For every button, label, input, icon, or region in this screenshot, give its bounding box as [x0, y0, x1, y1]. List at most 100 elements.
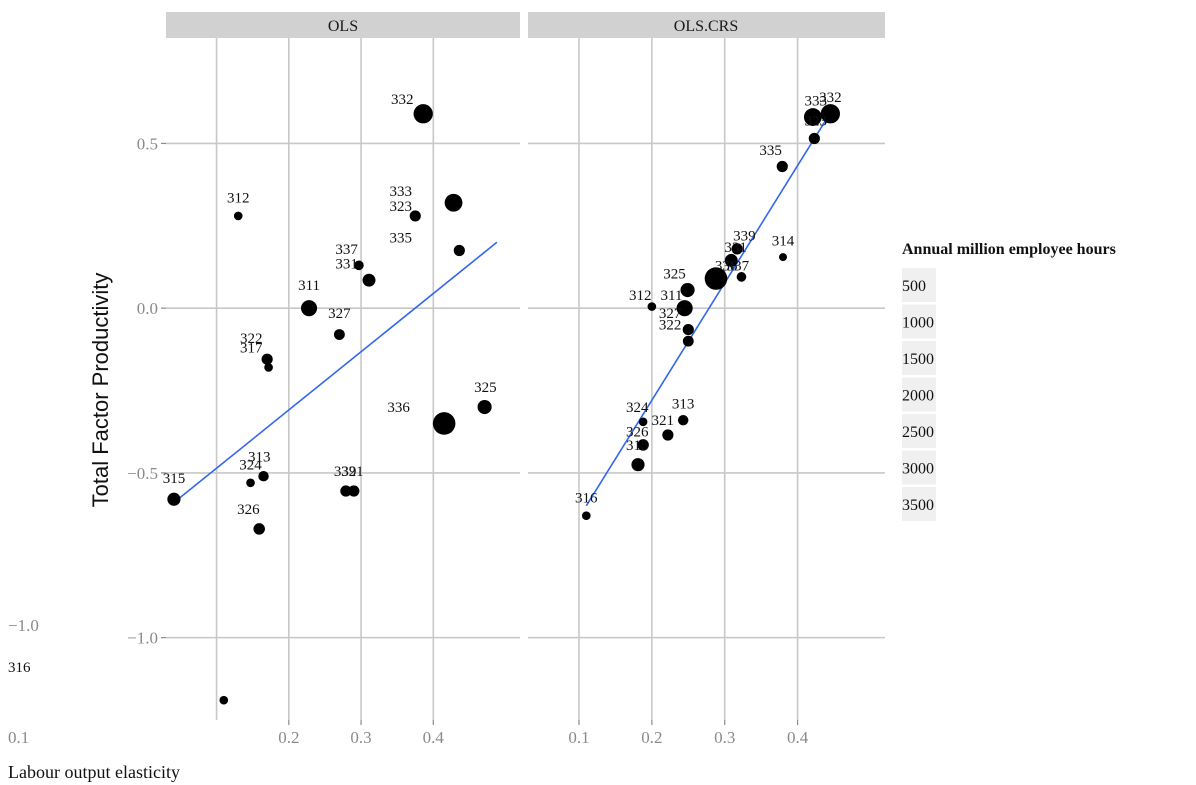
strip-ols-label: OLS [328, 18, 358, 35]
point-label: 322 [240, 331, 263, 347]
data-point-326 [637, 439, 649, 451]
data-point-331 [362, 273, 376, 287]
y-tick-label: 0.0 [137, 299, 158, 318]
trend-line [585, 110, 833, 507]
data-point-336 [704, 267, 728, 290]
point-label: 313 [672, 397, 695, 413]
legend-label: 1000 [902, 315, 934, 332]
y-tick-label: 0.5 [137, 134, 158, 153]
data-point-335 [453, 244, 465, 257]
data-point-312 [647, 302, 657, 311]
data-point-339 [340, 485, 352, 497]
x-axis-title: Labour output elasticity [8, 762, 180, 782]
point-label: 336 [715, 258, 738, 274]
legend-title: Annual million employee hours [902, 241, 1116, 258]
data-point-325 [477, 399, 492, 415]
point-label: 315 [626, 438, 649, 454]
data-point-315 [631, 458, 645, 472]
data-point-313 [258, 470, 269, 482]
point-label: 339 [733, 229, 756, 245]
grid-ols [166, 38, 520, 720]
panel-background [166, 38, 520, 720]
data-point-331 [724, 253, 738, 267]
size-legend: Annual million employee hours 500 1000 150… [902, 241, 1116, 521]
data-point-316 [219, 695, 229, 705]
x-tick-label: 0.2 [641, 728, 662, 747]
x-ticks-ols: 0.2 0.3 0.4 [278, 720, 444, 747]
point-label: 312 [629, 288, 652, 304]
point-label: 326 [237, 502, 260, 518]
data-point-339 [731, 243, 743, 255]
data-point-322 [682, 323, 694, 336]
legend-key [902, 377, 936, 412]
trend-line-ols-crs [585, 110, 833, 507]
point-label: 322 [659, 318, 682, 334]
stray-point-label: 316 [8, 660, 31, 676]
legend-key [902, 268, 936, 302]
point-label: 324 [626, 400, 649, 416]
data-point-332 [413, 104, 433, 124]
point-label: 325 [663, 267, 686, 283]
legend-key [902, 414, 936, 448]
point-label: 315 [163, 471, 186, 487]
trend-line [173, 241, 498, 504]
stray-y-tick-label: −1.0 [8, 616, 39, 635]
data-point-323 [409, 210, 421, 222]
point-label: 312 [227, 191, 250, 207]
data-point-326 [253, 523, 265, 535]
data-point-316 [581, 511, 591, 521]
point-label: 321 [341, 464, 364, 480]
data-point-324 [246, 478, 255, 488]
legend-label: 1500 [902, 351, 934, 368]
x-tick-label: 0.4 [787, 728, 809, 747]
data-point-315 [167, 492, 181, 506]
legend-key [902, 487, 936, 521]
point-label: 313 [248, 449, 271, 465]
data-point-311 [300, 300, 318, 317]
data-point-332 [820, 104, 841, 124]
strip-ols-crs [528, 12, 885, 38]
strip-ols-crs-label: OLS.CRS [674, 18, 738, 35]
legend-key [902, 304, 936, 339]
trend-line-ols [173, 241, 498, 504]
data-point-333 [444, 193, 463, 212]
point-label: 333 [390, 184, 413, 200]
point-label: 337 [335, 242, 358, 258]
point-label: 335 [759, 143, 782, 159]
data-point-317 [264, 363, 273, 372]
legend-label: 500 [902, 278, 926, 295]
grid-ols-crs [528, 38, 885, 720]
data-point-312 [233, 211, 243, 221]
panel-background [528, 38, 885, 720]
legend-key [902, 450, 936, 485]
point-label: 335 [390, 230, 413, 246]
x-ticks-ols-crs: 0.1 0.2 0.3 0.4 [568, 720, 809, 747]
point-label: 323 [805, 113, 828, 129]
y-tick-label: −0.5 [127, 464, 158, 483]
data-point-333 [803, 108, 822, 126]
point-label: 314 [772, 234, 795, 250]
data-point-325 [680, 282, 695, 298]
data-point-313 [677, 414, 689, 426]
point-label: 311 [661, 288, 683, 304]
data-point-321 [662, 429, 674, 441]
point-label: 326 [626, 425, 649, 441]
point-label: 327 [659, 306, 682, 322]
points-ols-crs [581, 104, 841, 521]
x-tick-label: 0.3 [714, 728, 735, 747]
strip-ols [166, 12, 520, 38]
data-point-324 [638, 417, 648, 427]
point-label: 331 [335, 257, 358, 273]
x-tick-label: 0.4 [423, 728, 445, 747]
data-point-335 [776, 160, 788, 173]
legend-label: 3000 [902, 461, 934, 478]
data-point-336 [432, 412, 456, 435]
data-point-337 [354, 260, 364, 271]
point-label: 311 [298, 278, 320, 294]
y-tick-label: −1.0 [127, 629, 158, 648]
point-label: 331 [724, 240, 747, 256]
data-point-311 [676, 300, 693, 317]
